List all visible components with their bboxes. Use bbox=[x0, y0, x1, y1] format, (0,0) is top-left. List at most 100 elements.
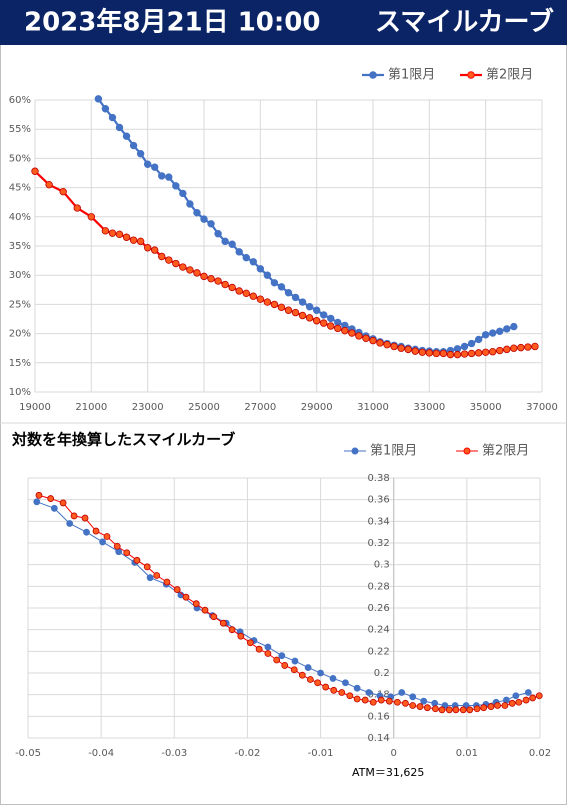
marker bbox=[355, 332, 363, 340]
marker bbox=[508, 699, 516, 707]
x-tick-label: 25000 bbox=[188, 402, 220, 413]
marker bbox=[334, 324, 342, 333]
y-tick-label: 50% bbox=[9, 153, 31, 164]
marker bbox=[284, 306, 293, 314]
marker bbox=[467, 339, 476, 348]
marker bbox=[376, 339, 384, 347]
marker bbox=[369, 336, 377, 345]
legend-marker bbox=[467, 71, 475, 79]
marker bbox=[306, 676, 314, 683]
marker bbox=[330, 686, 338, 694]
marker bbox=[165, 256, 173, 264]
y-tick-label: 0.24 bbox=[367, 625, 389, 636]
marker bbox=[136, 237, 145, 246]
marker bbox=[432, 705, 439, 713]
y-tick-label: 40% bbox=[9, 212, 31, 223]
x-tick-label: 33000 bbox=[413, 402, 445, 413]
x-tick-label: 19000 bbox=[19, 402, 51, 413]
y-tick-label: 45% bbox=[9, 183, 31, 194]
marker bbox=[186, 266, 194, 274]
marker bbox=[165, 173, 173, 181]
marker bbox=[70, 512, 78, 520]
marker bbox=[228, 240, 236, 248]
marker bbox=[270, 279, 279, 287]
marker bbox=[348, 329, 356, 337]
marker bbox=[411, 347, 419, 355]
marker bbox=[172, 182, 180, 190]
legend-marker bbox=[369, 71, 377, 79]
marker bbox=[277, 283, 286, 291]
marker bbox=[377, 696, 385, 704]
marker bbox=[45, 180, 53, 189]
marker bbox=[305, 303, 314, 311]
marker bbox=[122, 132, 131, 140]
marker bbox=[480, 704, 488, 712]
marker bbox=[122, 233, 131, 241]
marker bbox=[291, 308, 300, 317]
marker bbox=[264, 650, 272, 657]
marker bbox=[312, 306, 321, 314]
marker bbox=[129, 236, 138, 244]
marker bbox=[47, 495, 55, 502]
marker bbox=[397, 344, 405, 352]
marker bbox=[200, 215, 208, 223]
marker bbox=[31, 167, 39, 175]
marker bbox=[425, 349, 434, 357]
y-tick-label: 15% bbox=[9, 358, 31, 369]
marker bbox=[158, 172, 166, 180]
y-tick-label: 0.34 bbox=[367, 516, 389, 527]
y-tick-label: 0.38 bbox=[367, 473, 389, 484]
chart-title: 対数を年換算したスマイルカーブ bbox=[11, 431, 235, 449]
marker bbox=[246, 639, 254, 647]
marker bbox=[312, 317, 321, 325]
marker bbox=[446, 350, 455, 359]
marker bbox=[108, 113, 117, 122]
marker bbox=[235, 248, 243, 256]
marker bbox=[459, 706, 467, 714]
marker bbox=[314, 679, 322, 687]
marker bbox=[179, 189, 187, 198]
marker bbox=[129, 141, 138, 150]
marker bbox=[503, 325, 511, 333]
marker bbox=[317, 669, 324, 677]
marker bbox=[489, 348, 497, 356]
marker bbox=[481, 348, 490, 356]
marker bbox=[214, 230, 222, 238]
marker bbox=[249, 292, 257, 300]
marker bbox=[101, 227, 110, 235]
marker bbox=[320, 319, 328, 327]
marker bbox=[489, 329, 497, 337]
marker bbox=[329, 675, 337, 682]
y-tick-label: 0.26 bbox=[367, 603, 389, 614]
marker bbox=[151, 246, 159, 254]
y-tick-label: 0.36 bbox=[367, 495, 389, 506]
marker bbox=[200, 272, 208, 281]
marker bbox=[423, 704, 431, 712]
marker bbox=[409, 702, 417, 709]
y-tick-label: 25% bbox=[9, 299, 31, 310]
legend-label: 第2限月 bbox=[486, 68, 533, 83]
x-tick-label: -0.05 bbox=[15, 748, 41, 759]
y-tick-label: 60% bbox=[9, 95, 31, 106]
x-tick-label: -0.04 bbox=[88, 748, 114, 759]
marker bbox=[143, 244, 152, 252]
marker bbox=[460, 350, 469, 358]
x-tick-label: -0.03 bbox=[161, 748, 187, 759]
x-tick-label: 31000 bbox=[357, 402, 389, 413]
marker bbox=[219, 619, 227, 627]
marker bbox=[522, 696, 530, 704]
marker bbox=[92, 527, 100, 535]
marker bbox=[249, 258, 257, 266]
marker bbox=[83, 528, 90, 536]
marker bbox=[291, 657, 299, 665]
marker bbox=[101, 105, 110, 113]
x-tick-label: 0 bbox=[391, 748, 397, 759]
marker bbox=[418, 348, 426, 356]
y-tick-label: 0.14 bbox=[367, 733, 389, 744]
marker bbox=[115, 230, 124, 239]
marker bbox=[158, 252, 166, 261]
marker bbox=[481, 331, 490, 339]
marker bbox=[474, 349, 483, 357]
y-tick-label: 0.22 bbox=[367, 646, 389, 657]
